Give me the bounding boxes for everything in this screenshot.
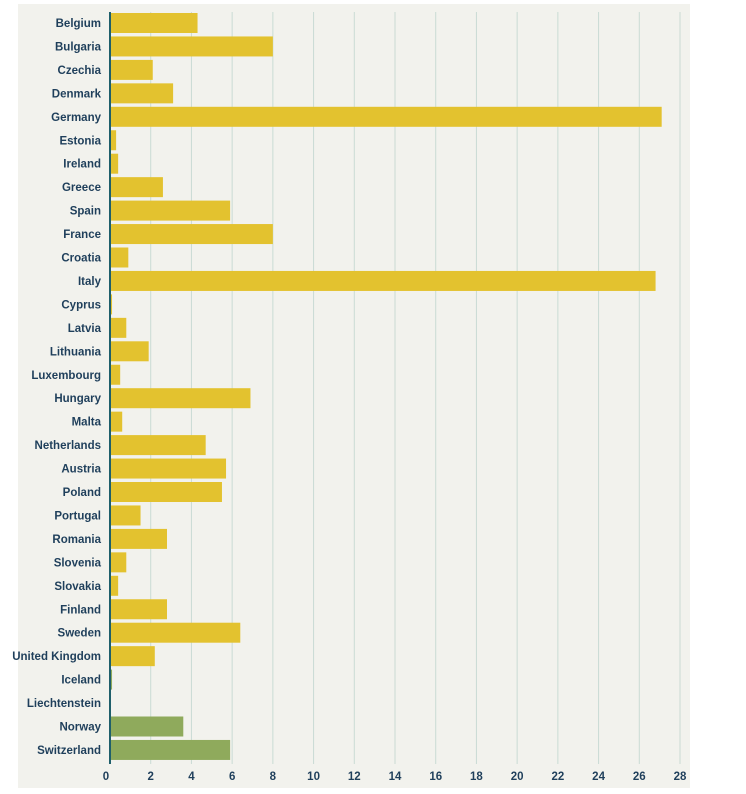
category-label: Austria <box>61 464 101 476</box>
category-label: Estonia <box>59 135 101 147</box>
x-tick-label: 10 <box>307 771 320 783</box>
category-label: Greece <box>62 182 101 194</box>
category-label: Poland <box>63 487 101 499</box>
bar-germany <box>110 106 662 127</box>
category-label: United Kingdom <box>12 651 101 663</box>
x-tick-label: 20 <box>511 771 524 783</box>
bar-estonia <box>110 130 117 151</box>
x-tick-label: 28 <box>674 771 687 783</box>
bars <box>110 13 662 760</box>
category-label: Malta <box>72 417 102 429</box>
category-label: Netherlands <box>35 440 101 452</box>
x-tick-label: 12 <box>348 771 361 783</box>
x-tick-label: 26 <box>633 771 646 783</box>
bar-greece <box>110 177 163 198</box>
category-label: Sweden <box>58 628 101 640</box>
bar-portugal <box>110 505 141 526</box>
bar-norway <box>110 716 184 737</box>
category-label: Finland <box>60 604 101 616</box>
bar-malta <box>110 411 123 432</box>
bar-netherlands <box>110 435 206 456</box>
x-tick-label: 0 <box>103 771 109 783</box>
bar-bulgaria <box>110 36 273 57</box>
category-label: Denmark <box>52 88 102 100</box>
category-label: Belgium <box>56 18 101 30</box>
bar-ireland <box>110 153 119 174</box>
x-tick-label: 22 <box>551 771 564 783</box>
gridlines <box>150 12 681 764</box>
category-label: Switzerland <box>37 745 101 757</box>
bar-poland <box>110 482 222 502</box>
category-label: Cyprus <box>61 299 101 311</box>
category-label: Germany <box>51 112 101 124</box>
category-labels: Belgium Bulgaria Czechia Denmark Germany Esto… <box>12 18 101 757</box>
category-label: Iceland <box>61 675 101 687</box>
x-tick-label: 4 <box>188 771 195 783</box>
bar-cyprus <box>110 294 113 315</box>
bar-czechia <box>110 59 153 80</box>
bar-luxembourg <box>110 364 121 385</box>
category-label: Romania <box>52 534 101 546</box>
bar-romania <box>110 528 167 549</box>
x-tick-label: 16 <box>429 771 442 783</box>
x-tick-label: 18 <box>470 771 483 783</box>
category-label: Spain <box>70 206 101 218</box>
bar-latvia <box>110 317 127 338</box>
bar-denmark <box>110 83 174 104</box>
bar-slovenia <box>110 552 127 573</box>
category-label: Norway <box>59 722 101 734</box>
category-label: Ireland <box>63 159 101 171</box>
category-label: Slovenia <box>54 557 102 569</box>
category-label: France <box>63 229 101 241</box>
bar-united-kingdom <box>110 646 155 667</box>
category-label: Liechtenstein <box>27 698 101 710</box>
x-tick-label: 24 <box>592 771 605 783</box>
bar-slovakia <box>110 575 119 596</box>
x-tick-label: 2 <box>148 771 154 783</box>
category-label: Hungary <box>54 393 101 405</box>
bar-switzerland <box>110 739 231 760</box>
x-tick-label: 6 <box>229 771 235 783</box>
category-label: Italy <box>78 276 102 288</box>
category-label: Luxembourg <box>31 370 101 382</box>
category-label: Bulgaria <box>55 41 102 53</box>
bar-sweden <box>110 622 241 643</box>
x-tick-labels: 0 2 4 6 8 10 12 14 16 18 20 22 24 26 28 <box>103 771 687 783</box>
x-tick-label: 8 <box>270 771 277 783</box>
bar-italy <box>110 270 656 291</box>
category-label: Croatia <box>61 253 101 265</box>
bar-hungary <box>110 388 251 409</box>
bar-lithuania <box>110 341 149 362</box>
bar-finland <box>110 599 167 620</box>
bar-spain <box>110 200 231 221</box>
x-tick-label: 14 <box>389 771 402 783</box>
category-label: Lithuania <box>50 346 102 358</box>
bar-belgium <box>110 13 198 33</box>
bar-france <box>110 224 273 245</box>
bar-austria <box>110 458 227 479</box>
category-label: Slovakia <box>54 581 101 593</box>
category-label: Latvia <box>68 323 102 335</box>
category-label: Portugal <box>54 510 101 522</box>
bar-croatia <box>110 247 129 268</box>
category-label: Czechia <box>58 65 102 77</box>
bar-iceland <box>110 669 113 690</box>
